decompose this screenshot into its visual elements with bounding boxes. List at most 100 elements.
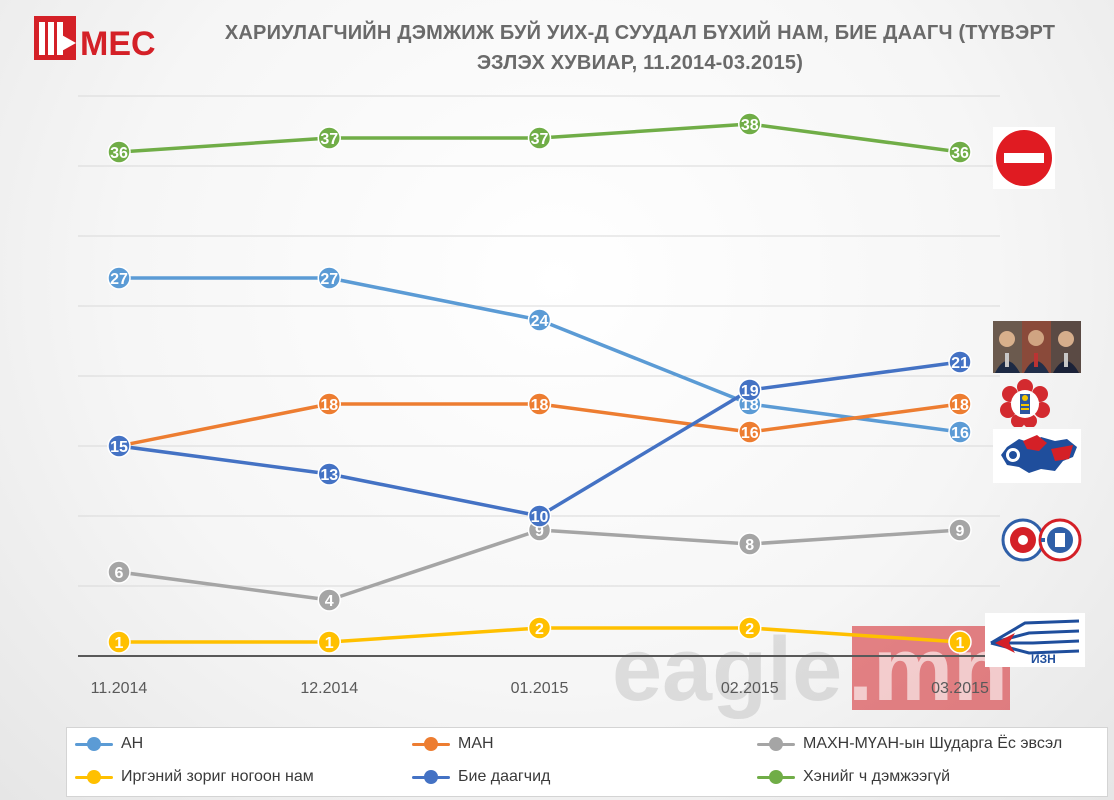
data-label: 2 bbox=[745, 621, 754, 638]
legend-item: Бие даагчид bbox=[412, 766, 550, 788]
data-point bbox=[738, 420, 762, 444]
data-point bbox=[948, 420, 972, 444]
data-point bbox=[527, 126, 552, 150]
data-point bbox=[527, 392, 552, 416]
data-label: 21 bbox=[951, 355, 969, 372]
data-point bbox=[527, 616, 552, 640]
data-label: 15 bbox=[110, 439, 128, 456]
legend-label: АН bbox=[121, 735, 144, 752]
data-label: 6 bbox=[115, 565, 124, 582]
series-1: 15 18 18 16 18 bbox=[107, 392, 972, 458]
data-label: 36 bbox=[110, 145, 128, 162]
data-label: 9 bbox=[535, 523, 544, 540]
legend-item: МАН bbox=[412, 733, 494, 755]
data-label: 13 bbox=[320, 467, 338, 484]
data-point bbox=[948, 630, 972, 654]
data-label: 2 bbox=[535, 621, 544, 638]
data-label: 18 bbox=[531, 397, 549, 414]
data-label: 37 bbox=[531, 131, 549, 148]
legend-label: Бие даагчид bbox=[458, 768, 551, 785]
data-point bbox=[948, 392, 972, 416]
data-point bbox=[317, 462, 341, 486]
legend-label: МАХН-МҮАН-ын Шударга Ёс эвсэл bbox=[803, 735, 1063, 752]
legend-item: Иргэний зориг ногоон нам bbox=[75, 766, 314, 788]
data-point bbox=[948, 350, 972, 374]
data-point bbox=[948, 140, 972, 164]
logo-text: MEC bbox=[80, 25, 156, 63]
chart-title-line2: ЭЗЛЭХ ХУВИАР, 11.2014-03.2015) bbox=[476, 52, 804, 74]
legend-marker bbox=[757, 770, 795, 784]
legend-label: МАН bbox=[458, 735, 494, 752]
series-line bbox=[117, 360, 962, 518]
data-point bbox=[107, 266, 131, 290]
x-tick-label: 11.2014 bbox=[91, 680, 148, 697]
legend-marker bbox=[75, 737, 113, 751]
legend-item: Хэнийг ч дэмжээгүй bbox=[757, 766, 950, 788]
watermark-text: eagle bbox=[612, 620, 842, 720]
x-tick-label: 12.2014 bbox=[300, 680, 358, 697]
chart-title-line1: ХАРИУЛАГЧИЙН ДЭМЖИЖ БУЙ УИХ-Д СУУДАЛ БҮХ… bbox=[224, 22, 1056, 44]
independents-photo-icon bbox=[993, 321, 1081, 373]
no-entry-sign-icon bbox=[993, 127, 1055, 189]
series-0: 27 27 24 18 16 bbox=[107, 266, 972, 444]
legend-label: Хэнийг ч дэмжээгүй bbox=[803, 768, 951, 785]
legend-marker bbox=[757, 737, 795, 751]
data-label: 27 bbox=[320, 271, 338, 288]
data-point bbox=[317, 588, 341, 612]
data-point bbox=[107, 434, 131, 458]
data-point bbox=[948, 518, 972, 542]
justice-coalition-emblem-icon bbox=[1000, 513, 1086, 567]
data-label: 1 bbox=[115, 635, 124, 652]
data-point bbox=[738, 532, 762, 556]
legend-marker bbox=[412, 737, 450, 751]
series-3: 1 1 2 2 1 bbox=[107, 616, 972, 654]
data-point bbox=[527, 504, 552, 528]
data-label: 18 bbox=[951, 397, 969, 414]
data-point bbox=[738, 616, 762, 640]
data-label: 1 bbox=[325, 635, 334, 652]
data-point bbox=[317, 126, 341, 150]
izn-emblem-text: ИЗН bbox=[1031, 652, 1056, 666]
series-2: 6 4 9 8 9 bbox=[107, 518, 972, 612]
data-label: 4 bbox=[325, 593, 334, 610]
x-tick-label: 02.2015 bbox=[721, 680, 779, 697]
data-label: 19 bbox=[741, 383, 759, 400]
data-point bbox=[527, 308, 552, 332]
data-label: 9 bbox=[956, 523, 965, 540]
data-point bbox=[738, 112, 762, 136]
legend-marker bbox=[75, 770, 113, 784]
data-point bbox=[107, 140, 131, 164]
izn-party-emblem-icon: ИЗН bbox=[985, 613, 1085, 667]
data-point bbox=[107, 560, 131, 584]
data-label: 16 bbox=[741, 425, 759, 442]
data-point bbox=[738, 378, 762, 402]
mec-logo: MEC bbox=[30, 10, 170, 68]
legend-item: АН bbox=[75, 733, 143, 755]
data-label: 24 bbox=[531, 313, 549, 330]
data-label: 37 bbox=[320, 131, 338, 148]
chart-title: ХАРИУЛАГЧИЙН ДЭМЖИЖ БУЙ УИХ-Д СУУДАЛ БҮХ… bbox=[190, 18, 1090, 78]
x-tick-label: 03.2015 bbox=[931, 680, 989, 697]
x-tick-label: 01.2015 bbox=[511, 680, 569, 697]
legend-item: МАХН-МҮАН-ын Шударга Ёс эвсэл bbox=[757, 733, 1062, 755]
legend-label: Иргэний зориг ногоон нам bbox=[121, 768, 314, 785]
an-party-emblem-icon bbox=[993, 429, 1081, 483]
legend-marker bbox=[412, 770, 450, 784]
data-point bbox=[107, 630, 131, 654]
data-label: 36 bbox=[951, 145, 969, 162]
data-label: 10 bbox=[531, 509, 549, 526]
chart-legend: АН МАН МАХН-МҮАН-ын Шударга Ёс эвсэл Иргэни… bbox=[66, 727, 1108, 797]
data-point bbox=[317, 266, 341, 290]
data-label: 16 bbox=[951, 425, 969, 442]
watermark: eagle .mn bbox=[612, 620, 1010, 720]
data-point bbox=[317, 392, 341, 416]
series-5: 36 37 37 38 36 bbox=[107, 112, 972, 164]
data-label: 38 bbox=[741, 117, 759, 134]
data-label: 8 bbox=[745, 537, 754, 554]
data-label: 18 bbox=[741, 397, 759, 414]
series-layer: 6498911221272724181615181816181513101921… bbox=[107, 112, 972, 654]
data-point bbox=[317, 630, 341, 654]
series-4: 15 13 10 19 21 bbox=[107, 350, 972, 528]
x-axis: 11.2014 12.2014 01.2015 02.2015 03.2015 bbox=[78, 655, 1000, 697]
